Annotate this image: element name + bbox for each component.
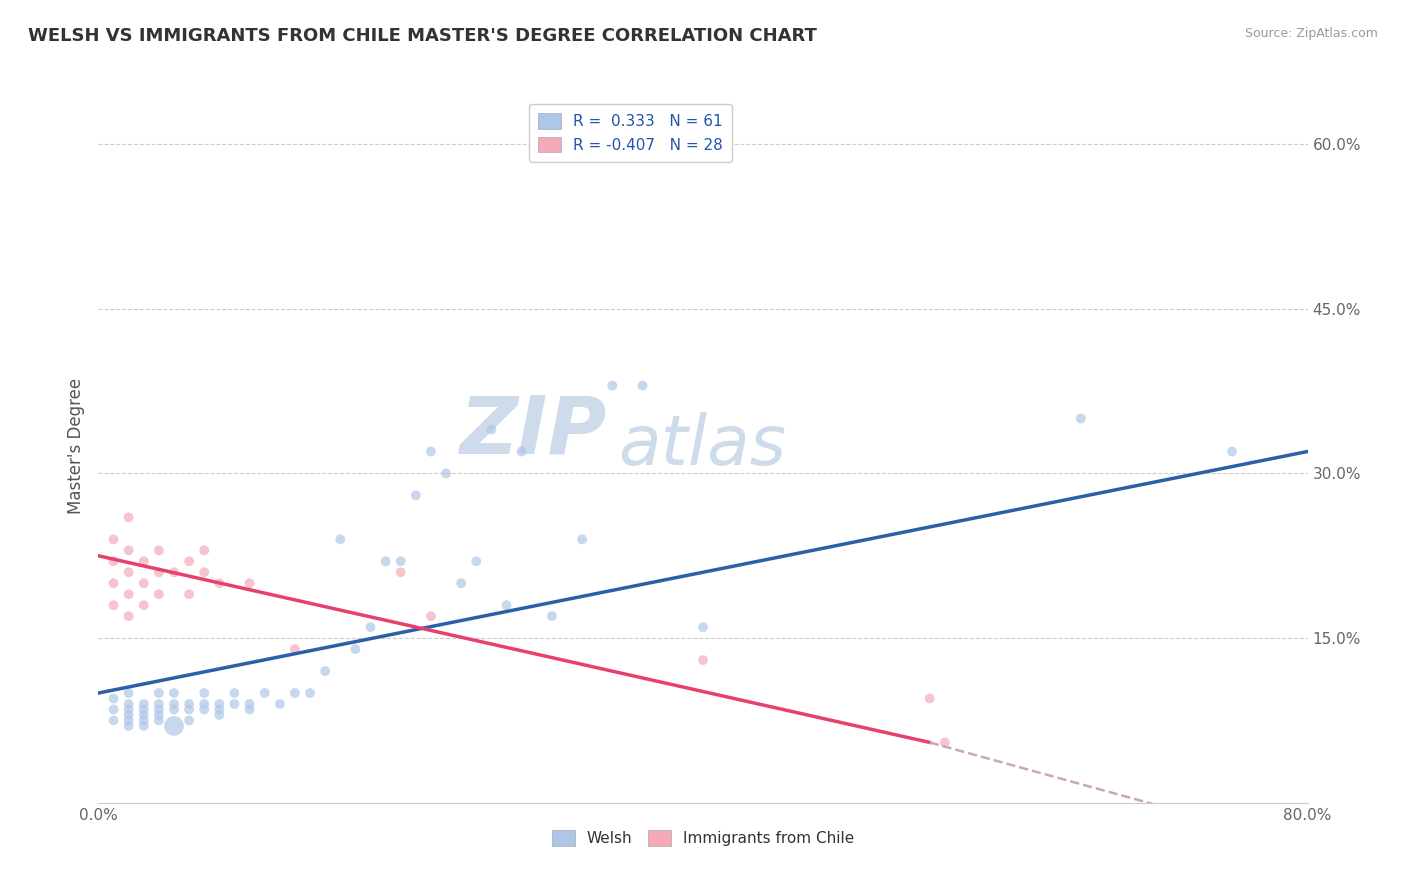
Point xyxy=(179,587,201,601)
Point xyxy=(118,714,141,728)
Point xyxy=(239,697,262,711)
Text: ZIP: ZIP xyxy=(458,392,606,471)
Point xyxy=(118,543,141,558)
Point xyxy=(692,620,714,634)
Point xyxy=(934,735,956,749)
Point xyxy=(118,566,141,580)
Point xyxy=(692,653,714,667)
Point xyxy=(148,566,170,580)
Point xyxy=(148,543,170,558)
Point xyxy=(329,533,352,547)
Point xyxy=(224,697,246,711)
Point xyxy=(163,566,186,580)
Point xyxy=(103,714,125,728)
Point xyxy=(193,702,215,716)
Point xyxy=(118,609,141,624)
Point xyxy=(360,620,382,634)
Point xyxy=(132,702,155,716)
Point xyxy=(631,378,654,392)
Y-axis label: Master's Degree: Master's Degree xyxy=(66,378,84,514)
Point xyxy=(148,587,170,601)
Point xyxy=(208,576,231,591)
Point xyxy=(163,702,186,716)
Point xyxy=(132,719,155,733)
Point xyxy=(420,609,443,624)
Point xyxy=(193,566,215,580)
Point xyxy=(148,702,170,716)
Point xyxy=(434,467,457,481)
Point xyxy=(284,686,307,700)
Point xyxy=(1220,444,1243,458)
Point xyxy=(405,488,427,502)
Point xyxy=(239,702,262,716)
Point xyxy=(918,691,941,706)
Point xyxy=(118,510,141,524)
Point xyxy=(118,719,141,733)
Point xyxy=(103,576,125,591)
Text: Source: ZipAtlas.com: Source: ZipAtlas.com xyxy=(1244,27,1378,40)
Point xyxy=(450,576,472,591)
Point xyxy=(148,686,170,700)
Point xyxy=(193,543,215,558)
Point xyxy=(465,554,488,568)
Point xyxy=(602,378,624,392)
Point xyxy=(179,697,201,711)
Point xyxy=(132,708,155,723)
Point xyxy=(299,686,322,700)
Point xyxy=(389,554,412,568)
Point xyxy=(193,686,215,700)
Point xyxy=(179,554,201,568)
Point xyxy=(103,533,125,547)
Point xyxy=(103,702,125,716)
Point xyxy=(510,444,533,458)
Point xyxy=(132,714,155,728)
Point xyxy=(118,702,141,716)
Point xyxy=(179,702,201,716)
Point xyxy=(118,587,141,601)
Point xyxy=(571,533,593,547)
Point xyxy=(495,598,517,612)
Point xyxy=(118,686,141,700)
Point xyxy=(103,554,125,568)
Point xyxy=(314,664,336,678)
Point xyxy=(1070,411,1092,425)
Point xyxy=(148,697,170,711)
Point xyxy=(239,576,262,591)
Point xyxy=(224,686,246,700)
Point xyxy=(193,697,215,711)
Point xyxy=(163,719,186,733)
Point xyxy=(481,423,503,437)
Point xyxy=(132,697,155,711)
Point xyxy=(253,686,276,700)
Point xyxy=(148,708,170,723)
Text: WELSH VS IMMIGRANTS FROM CHILE MASTER'S DEGREE CORRELATION CHART: WELSH VS IMMIGRANTS FROM CHILE MASTER'S … xyxy=(28,27,817,45)
Point xyxy=(179,714,201,728)
Point xyxy=(269,697,291,711)
Point xyxy=(118,697,141,711)
Point xyxy=(208,702,231,716)
Point xyxy=(163,686,186,700)
Text: atlas: atlas xyxy=(619,412,786,480)
Point xyxy=(148,714,170,728)
Point xyxy=(132,598,155,612)
Point xyxy=(420,444,443,458)
Point xyxy=(103,691,125,706)
Point xyxy=(208,697,231,711)
Point xyxy=(540,609,562,624)
Point xyxy=(118,708,141,723)
Point xyxy=(132,576,155,591)
Point xyxy=(389,566,412,580)
Point xyxy=(208,708,231,723)
Point xyxy=(103,598,125,612)
Point xyxy=(284,642,307,657)
Legend: Welsh, Immigrants from Chile: Welsh, Immigrants from Chile xyxy=(546,824,860,852)
Point xyxy=(374,554,396,568)
Point xyxy=(132,554,155,568)
Point xyxy=(344,642,367,657)
Point xyxy=(163,697,186,711)
